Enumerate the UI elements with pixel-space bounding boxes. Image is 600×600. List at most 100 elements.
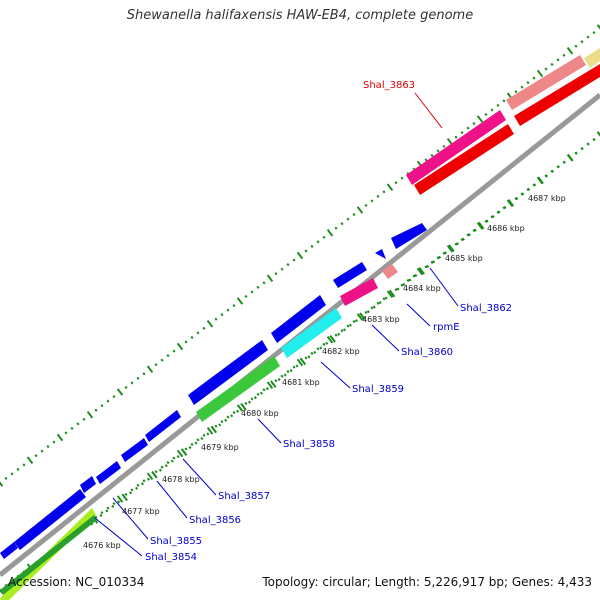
gene-label[interactable]: Shal_3862: [460, 303, 512, 314]
gene-label[interactable]: Shal_3856: [189, 515, 241, 526]
gene-feature[interactable]: [0, 515, 97, 595]
gene-feature[interactable]: [382, 264, 398, 279]
outer-tick-row: [0, 24, 600, 487]
minor-tick: [490, 215, 494, 219]
minor-tick: [154, 470, 158, 474]
gene-feature[interactable]: [80, 476, 96, 493]
minor-tick: [352, 319, 356, 324]
minor-tick: [514, 90, 518, 94]
gene-feature[interactable]: [271, 295, 326, 343]
gene-feature[interactable]: [0, 542, 18, 559]
gene-feature[interactable]: [514, 64, 600, 126]
gene-feature[interactable]: [506, 55, 586, 110]
minor-tick: [158, 468, 162, 472]
minor-tick: [384, 296, 388, 300]
minor-tick: [484, 219, 488, 224]
major-tick: [56, 433, 64, 442]
gene-feature[interactable]: [96, 461, 121, 484]
minor-tick: [313, 350, 317, 354]
minor-tick: [412, 274, 416, 278]
gene-feature[interactable]: [333, 262, 367, 288]
gene-label[interactable]: Shal_3855: [150, 536, 202, 547]
major-tick: [266, 381, 274, 390]
major-tick: [386, 290, 394, 299]
minor-tick: [310, 244, 314, 248]
minor-tick: [105, 509, 109, 513]
major-tick: [146, 365, 154, 374]
minor-tick: [106, 506, 110, 510]
minor-tick: [106, 399, 110, 403]
major-tick: [151, 470, 158, 479]
gene-feature[interactable]: [14, 489, 86, 550]
gene-label[interactable]: Shal_3860: [401, 347, 453, 358]
minor-tick: [256, 392, 260, 396]
minor-tick: [378, 301, 382, 305]
major-tick: [446, 244, 454, 253]
major-tick: [448, 244, 455, 253]
major-tick: [116, 495, 124, 503]
gene-feature[interactable]: [375, 249, 386, 259]
minor-tick: [454, 242, 458, 246]
gene-feature[interactable]: [196, 356, 280, 422]
minor-tick: [586, 142, 590, 146]
minor-tick: [202, 326, 206, 330]
minor-tick: [436, 256, 440, 260]
minor-tick: [442, 144, 446, 148]
minor-tick: [232, 303, 236, 308]
minor-tick: [473, 228, 477, 232]
minor-tick: [467, 233, 471, 237]
major-tick: [270, 380, 277, 388]
minor-tick: [172, 456, 176, 460]
minor-tick: [129, 491, 133, 495]
gene-feature[interactable]: [281, 308, 342, 358]
minor-tick: [574, 44, 578, 48]
minor-tick: [322, 235, 326, 239]
minor-tick: [364, 203, 368, 208]
minor-tick: [592, 137, 596, 142]
minor-tick: [406, 279, 410, 283]
minor-tick: [550, 169, 554, 173]
gene-label[interactable]: Shal_3858: [283, 439, 335, 450]
gene-label[interactable]: Shal_3854: [145, 552, 197, 563]
minor-tick: [160, 465, 164, 469]
gene-feature[interactable]: [414, 124, 514, 195]
minor-tick: [142, 372, 146, 376]
minor-tick: [40, 449, 44, 453]
minor-tick: [520, 192, 524, 196]
minor-tick: [394, 288, 398, 292]
gene-feature[interactable]: [584, 48, 600, 68]
minor-tick: [200, 436, 204, 441]
gene-feature[interactable]: [406, 110, 506, 185]
minor-tick: [402, 282, 406, 287]
gene-feature[interactable]: [121, 438, 148, 462]
gene-label[interactable]: Shal_3857: [218, 491, 270, 502]
major-tick: [326, 335, 334, 344]
major-tick: [266, 274, 274, 283]
highlight-gene-label[interactable]: Shal_3863: [363, 80, 415, 91]
gene-feature[interactable]: [340, 278, 378, 306]
gene-feature[interactable]: [188, 340, 268, 405]
major-tick: [536, 176, 544, 185]
gene-feature[interactable]: [145, 410, 181, 442]
minor-tick: [100, 511, 104, 515]
minor-tick: [283, 373, 287, 377]
minor-tick: [496, 210, 500, 214]
minor-tick: [262, 281, 266, 285]
minor-tick: [46, 445, 50, 449]
minor-tick: [259, 391, 263, 395]
minor-tick: [526, 188, 530, 192]
minor-tick: [556, 58, 560, 62]
kbp-label: 4683 kbp: [362, 315, 400, 324]
minor-tick: [460, 131, 464, 135]
minor-tick: [160, 358, 164, 362]
major-tick: [240, 402, 247, 411]
gene-label[interactable]: Shal_3859: [352, 384, 404, 395]
minor-tick: [262, 388, 266, 392]
minor-tick: [400, 283, 404, 287]
gene-label[interactable]: rpmE: [433, 322, 460, 333]
gene-feature[interactable]: [391, 223, 427, 249]
minor-tick: [520, 85, 524, 89]
minor-tick: [352, 212, 356, 217]
minor-tick: [52, 440, 56, 444]
